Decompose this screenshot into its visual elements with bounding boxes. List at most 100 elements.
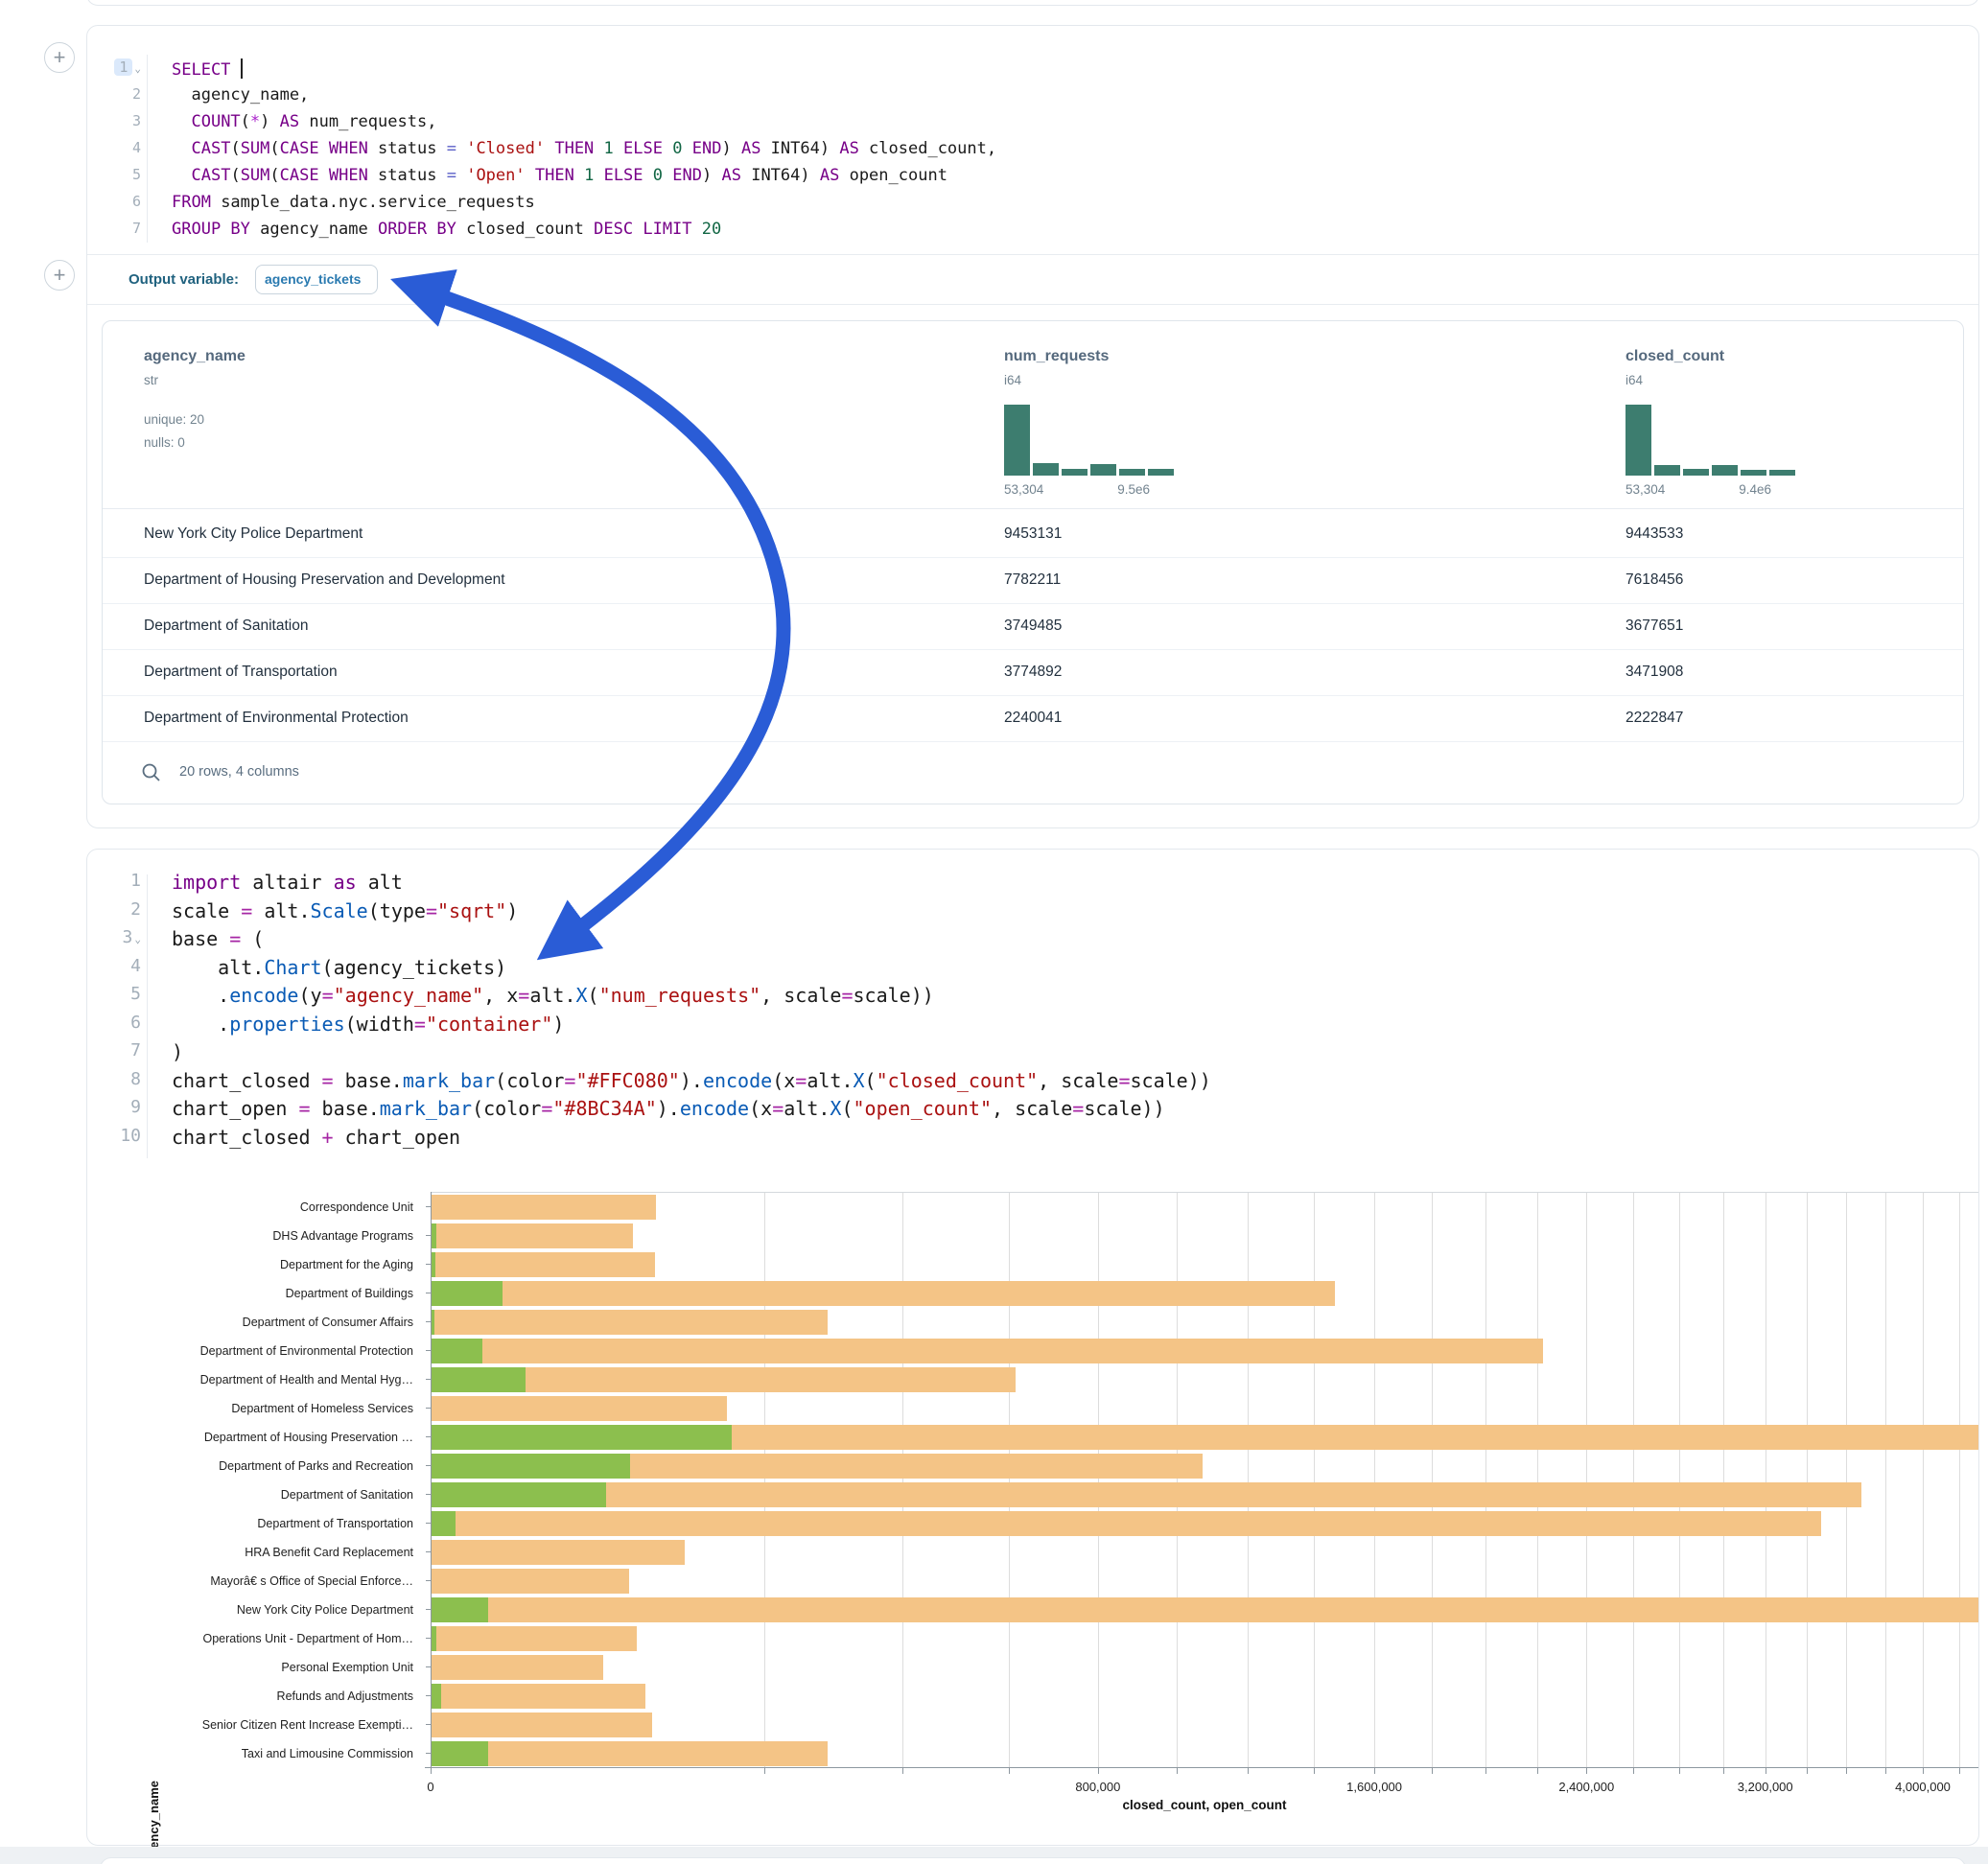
table-cell: 9443533 <box>1625 525 1684 542</box>
bar-open-count <box>431 1511 456 1536</box>
table-cell: Department of Sanitation <box>144 617 309 634</box>
table-cell: Department of Transportation <box>144 664 338 680</box>
bar-closed-count <box>431 1252 656 1277</box>
bar-open-count <box>431 1626 437 1651</box>
bar-closed-count <box>431 1339 1543 1363</box>
python-cell[interactable]: 1 2 3 ⌄ 4 5 6 7 8 9 10 import altair as alt scale =… <box>86 849 1980 1863</box>
bar-closed-count <box>431 1195 657 1220</box>
y-axis-label: Department of Transportation <box>257 1517 413 1530</box>
bar-closed-count <box>431 1281 1336 1306</box>
y-axis-label: Department of Sanitation <box>280 1488 413 1502</box>
column-type: str <box>144 373 158 387</box>
gridline <box>1959 1193 1961 1767</box>
y-axis-label: Department of Homeless Services <box>231 1402 413 1415</box>
y-axis-label: Department of Parks and Recreation <box>219 1459 413 1473</box>
next-cell-edge <box>100 1857 1966 1864</box>
bar-open-count <box>431 1454 631 1479</box>
gridline <box>1008 1193 1010 1767</box>
gridline <box>1374 1193 1376 1767</box>
bar-closed-count <box>431 1684 646 1709</box>
y-axis-label: Mayorâ€ s Office of Special Enforce… <box>210 1574 413 1588</box>
table-row: Department of Environmental Protection 22… <box>103 696 1963 742</box>
gridline <box>1177 1193 1178 1767</box>
y-axis-label: Department of Environmental Protection <box>199 1344 413 1358</box>
y-axis-label: Senior Citizen Rent Increase Exempti… <box>201 1718 413 1732</box>
x-axis-tick-label: 1,600,000 <box>1346 1780 1403 1794</box>
bar-open-count <box>431 1252 435 1277</box>
gridline <box>1485 1193 1487 1767</box>
x-axis-tick-label: 2,400,000 <box>1558 1780 1615 1794</box>
gridline <box>1846 1193 1848 1767</box>
column-type: i64 <box>1004 373 1022 387</box>
y-axis-label: Department of Consumer Affairs <box>242 1316 413 1329</box>
altair-bar-chart: agency_name Correspondence Unit DHS Advan… <box>87 1192 1980 1863</box>
bar-closed-count <box>431 1223 634 1248</box>
bar-open-count <box>431 1741 488 1766</box>
table-row: New York City Police Department 9453131 94… <box>103 512 1963 558</box>
gridline <box>1313 1193 1315 1767</box>
bar-closed-count <box>431 1540 685 1565</box>
gridline <box>1633 1193 1635 1767</box>
column-histogram <box>1625 405 1795 476</box>
search-icon[interactable] <box>141 762 162 788</box>
table-cell: 3774892 <box>1004 664 1063 680</box>
bar-open-count <box>431 1425 733 1450</box>
gridline <box>1536 1193 1538 1767</box>
gutter-divider <box>147 55 148 243</box>
table-cell: New York City Police Department <box>144 525 363 542</box>
bar-closed-count <box>431 1482 1861 1507</box>
previous-cell-edge <box>86 0 1979 6</box>
gridline <box>1678 1193 1680 1767</box>
bar-closed-count <box>431 1569 629 1594</box>
histogram-range-labels: 53,304 9.5e6 <box>1004 482 1150 497</box>
bar-open-count <box>431 1281 503 1306</box>
y-axis-label: Taxi and Limousine Commission <box>241 1747 413 1760</box>
x-axis-title: closed_count, open_count <box>1122 1798 1287 1812</box>
table-cell: Department of Housing Preservation and D… <box>144 571 505 588</box>
bar-open-count <box>431 1684 441 1709</box>
gridline <box>1884 1193 1886 1767</box>
table-cell: 7618456 <box>1625 571 1684 588</box>
column-header: closed_count <box>1625 348 1725 364</box>
bar-open-count <box>431 1223 437 1248</box>
table-cell: 2222847 <box>1625 710 1684 726</box>
table-row: Department of Sanitation 3749485 3677651 <box>103 604 1963 650</box>
y-axis-label: Department of Housing Preservation … <box>203 1431 413 1444</box>
table-cell: 3471908 <box>1625 664 1684 680</box>
gutter-divider <box>147 874 148 1158</box>
bar-closed-count <box>431 1511 1821 1536</box>
x-axis-tick-label: 4,000,000 <box>1895 1780 1951 1794</box>
column-stat: nulls: 0 <box>144 435 185 450</box>
table-cell: 3677651 <box>1625 617 1684 634</box>
add-cell-button-middle[interactable]: + <box>44 260 75 291</box>
gridline <box>902 1193 904 1767</box>
x-axis-tick-label: 3,200,000 <box>1737 1780 1793 1794</box>
column-type: i64 <box>1625 373 1644 387</box>
bar-closed-count <box>431 1597 1978 1622</box>
gridline <box>1248 1193 1250 1767</box>
column-header: num_requests <box>1004 348 1110 364</box>
y-axis-label: Department for the Aging <box>280 1258 413 1271</box>
y-axis-label: Correspondence Unit <box>299 1200 413 1214</box>
x-axis-line <box>425 1767 1978 1768</box>
bar-open-count <box>431 1367 526 1392</box>
table-cell: 2240041 <box>1004 710 1063 726</box>
y-axis-label: New York City Police Department <box>236 1603 413 1617</box>
results-table: agency_name str unique: 20 nulls: 0 num_requ… <box>102 320 1964 804</box>
table-cell: 9453131 <box>1004 525 1063 542</box>
bar-open-count <box>431 1597 489 1622</box>
bar-closed-count <box>431 1741 828 1766</box>
output-variable-label: Output variable: <box>129 271 240 288</box>
add-cell-button-top[interactable]: + <box>44 42 75 73</box>
y-axis-label: Personal Exemption Unit <box>281 1661 413 1674</box>
y-axis-label: Department of Buildings <box>285 1287 413 1300</box>
output-variable-pill[interactable]: agency_tickets <box>255 265 378 294</box>
y-axis-label: DHS Advantage Programs <box>272 1229 413 1243</box>
bar-open-count <box>431 1482 606 1507</box>
y-axis-line <box>431 1192 432 1768</box>
bar-closed-count <box>431 1655 603 1680</box>
sql-cell[interactable]: 1 ⌄ 2 3 4 5 6 7 SELECT agency_name, COUNT(*) AS… <box>86 25 1979 828</box>
bar-closed-count <box>431 1626 638 1651</box>
column-histogram <box>1004 405 1174 476</box>
bar-closed-count <box>431 1367 1017 1392</box>
